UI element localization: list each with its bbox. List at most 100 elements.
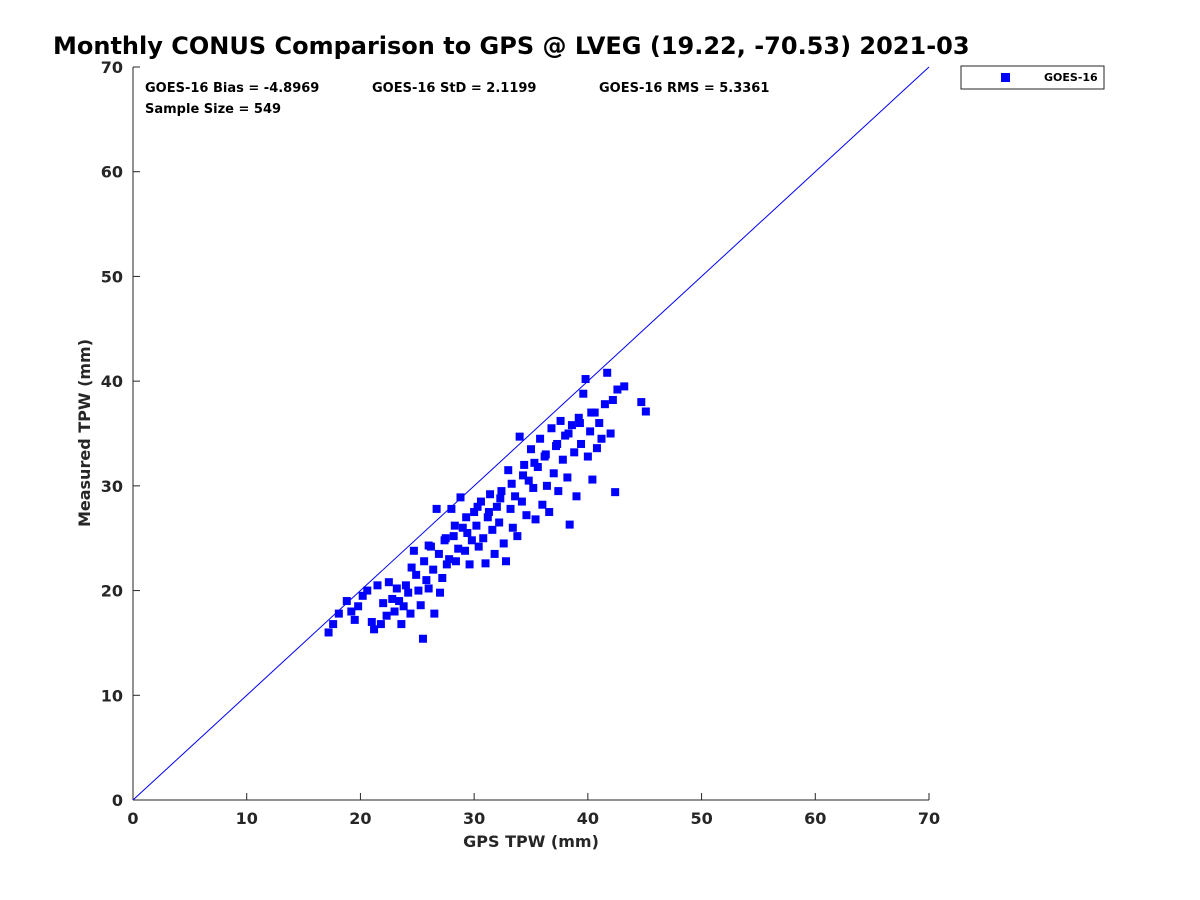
scatter-point [579, 389, 588, 398]
plot-area: 0 10 20 30 40 50 60 70 0 10 20 30 40 50 60 70 [101, 58, 940, 828]
scatter-point [597, 434, 606, 443]
scatter-point [556, 416, 565, 425]
scatter-point [564, 429, 573, 438]
scatter-point [606, 429, 615, 438]
scatter-point [461, 546, 470, 555]
x-tick-label: 50 [690, 809, 712, 828]
one-to-one-line [132, 66, 930, 801]
scatter-point [547, 424, 556, 433]
scatter-point [347, 607, 356, 616]
scatter-point [522, 511, 531, 520]
scatter-point [442, 560, 451, 569]
scatter-point [483, 513, 492, 522]
scatter-point [399, 602, 408, 611]
stat-bias: GOES-16 Bias = -4.8969 [145, 81, 319, 96]
scatter-point [434, 549, 443, 558]
scatter-point [447, 504, 456, 513]
scatter-point [384, 578, 393, 587]
x-axis-label: GPS TPW (mm) [463, 832, 599, 851]
scatter-point [429, 565, 438, 574]
scatter-point [430, 609, 439, 618]
scatter-point [392, 584, 401, 593]
scatter-point [376, 620, 385, 629]
scatter-point [476, 497, 485, 506]
scatter-point [531, 515, 540, 524]
scatter-point [506, 504, 515, 513]
x-axis-ticks: 0 10 20 30 40 50 60 70 [127, 793, 940, 828]
scatter-point [462, 513, 471, 522]
scatter-point [507, 479, 516, 488]
scatter-point [370, 625, 379, 634]
y-tick-label: 50 [101, 267, 123, 286]
x-tick-label: 10 [236, 809, 258, 828]
scatter-point [420, 557, 429, 566]
scatter-point [424, 584, 433, 593]
scatter-point [486, 490, 495, 499]
scatter-point [422, 576, 431, 585]
y-tick-label: 0 [112, 791, 123, 810]
scatter-point [495, 518, 504, 527]
scatter-point [481, 559, 490, 568]
scatter-point [438, 574, 447, 583]
scatter-point [572, 492, 581, 501]
y-tick-label: 60 [101, 163, 123, 182]
y-axis-ticks: 0 10 20 30 40 50 60 70 [101, 58, 140, 810]
scatter-point [533, 463, 542, 472]
scatter-point [558, 455, 567, 464]
scatter-point [545, 508, 554, 517]
scatter-point [520, 460, 529, 469]
legend-label: GOES-16 [1044, 71, 1098, 84]
scatter-point [581, 375, 590, 384]
legend-box [960, 65, 1105, 90]
scatter-point [515, 432, 524, 441]
scatter-point [611, 488, 620, 497]
scatter-point [395, 597, 404, 606]
scatter-point [406, 609, 415, 618]
scatter-point [484, 508, 493, 517]
legend: GOES-16 [960, 65, 1105, 90]
scatter-point [388, 594, 397, 603]
chart-title: Monthly CONUS Comparison to GPS @ LVEG (… [53, 32, 970, 60]
scatter-point [508, 523, 517, 532]
scatter-point [445, 555, 454, 564]
scatter-point [367, 617, 376, 626]
scatter-point [404, 588, 413, 597]
scatter-point [450, 521, 459, 530]
scatter-point [342, 597, 351, 606]
scatter-point [567, 421, 576, 430]
scatter-point [456, 493, 465, 502]
scatter-point [563, 473, 572, 482]
scatter-point [530, 458, 539, 467]
scatter-point [527, 445, 535, 454]
scatter-point [401, 581, 410, 590]
scatter-point [553, 439, 562, 448]
stat-std: GOES-16 StD = 2.1199 [372, 81, 536, 96]
scatter-point [414, 586, 423, 595]
scatter-point [497, 487, 506, 496]
scatter-point [436, 588, 445, 597]
scatter-point [620, 382, 629, 391]
scatter-point [449, 532, 458, 541]
scatter-point [463, 528, 472, 537]
y-axis-label: Measured TPW (mm) [75, 339, 94, 527]
scatter-point [565, 520, 574, 529]
scatter-point [511, 492, 520, 501]
scatter-point [496, 494, 505, 503]
scatter-point [418, 634, 427, 643]
scatter-point [587, 408, 596, 417]
scatter-point [577, 439, 586, 448]
scatter-point [513, 532, 522, 541]
scatter-point [407, 563, 416, 572]
scatter-point [600, 400, 609, 409]
stat-rms: GOES-16 RMS = 5.3361 [599, 81, 769, 96]
scatter-point [570, 448, 579, 457]
legend-marker [1001, 73, 1010, 82]
scatter-point [603, 368, 612, 377]
y-tick-label: 30 [101, 477, 123, 496]
scatter-point [536, 434, 545, 443]
scatter-point [524, 476, 533, 485]
scatter-point [470, 508, 479, 517]
scatter-point [492, 502, 501, 511]
scatter-point [574, 413, 583, 422]
scatter-point [432, 504, 441, 513]
